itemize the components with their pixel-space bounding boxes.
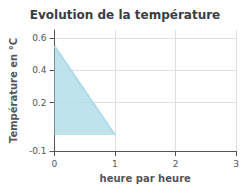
- svg-text:Evolution de la température: Evolution de la température: [30, 8, 221, 22]
- svg-text:0.2: 0.2: [32, 98, 46, 108]
- svg-text:3: 3: [233, 159, 239, 169]
- svg-text:0.6: 0.6: [32, 33, 47, 43]
- svg-text:Température en °C: Température en °C: [8, 38, 19, 143]
- svg-text:0: 0: [52, 159, 58, 169]
- svg-text:-0.1: -0.1: [29, 146, 47, 156]
- svg-text:0.4: 0.4: [32, 65, 47, 75]
- svg-text:2: 2: [173, 159, 179, 169]
- svg-text:heure par heure: heure par heure: [100, 173, 191, 184]
- svg-text:1: 1: [112, 159, 118, 169]
